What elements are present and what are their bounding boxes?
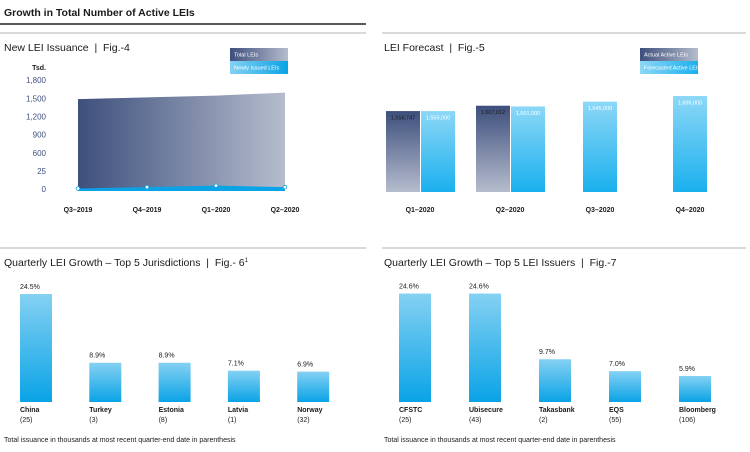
y-tick-label: 25 [37,167,46,176]
x-sublabel: (55) [609,417,621,424]
point [75,186,81,191]
chart-title: New LEI Issuance | Fig.-4 [4,42,130,54]
point [282,184,288,190]
y-axis-label: Tsd. [32,65,46,72]
value-label: 1,559,000 [426,115,450,121]
legend-swatch [640,48,698,61]
x-tick-label: EQS [609,407,624,414]
x-sublabel: (32) [297,417,309,424]
bar [476,105,510,192]
x-sublabel: (25) [399,417,411,424]
bar [609,371,641,402]
legend-label: Newly Issued LEIs [234,65,279,71]
value-label: 1,645,000 [588,106,612,112]
footnote: Total issuance in thousands at most rece… [384,437,616,444]
bar [89,362,122,402]
y-tick-label: 600 [33,149,47,158]
bar [297,371,330,402]
y-tick-label: 0 [42,185,47,194]
x-sublabel: (8) [159,417,168,424]
y-tick-label: 1,500 [26,94,47,103]
x-tick-label: Q1–2020 [406,207,435,214]
value-label: 24.6% [469,283,489,290]
bar [469,293,501,402]
y-tick-label: 1,800 [26,76,47,85]
x-sublabel: (106) [679,417,695,424]
value-label: 24.5% [20,284,40,291]
legend-label: Forecasted Active LEIs [644,65,700,71]
title-superscript: 1 [245,258,249,264]
bar [673,96,707,192]
chart-title: Quarterly LEI Growth – Top 5 LEI Issuers… [384,257,617,269]
x-tick-label: Bloomberg [679,407,716,414]
bar [679,375,711,402]
value-label: 5.9% [679,366,695,373]
point [213,183,219,188]
value-label: 1,558,747 [391,116,415,122]
x-sublabel: (1) [228,417,237,424]
legend-swatch [230,48,288,61]
value-label: 7.0% [609,361,625,368]
chart-title: LEI Forecast | Fig.-5 [384,42,485,54]
bar [539,359,571,402]
y-tick-label: 1,200 [26,112,47,121]
legend-swatch [230,61,288,74]
legend-label: Total LEIs [234,52,258,58]
x-sublabel: (2) [539,417,548,424]
x-tick-label: Ubisecure [469,407,503,414]
bar [227,370,260,402]
bar [158,362,191,402]
x-tick-label: Latvia [228,407,248,414]
legend-label: Actual Active LEIs [644,52,688,58]
value-label: 9.7% [539,349,555,356]
x-tick-label: Q1–2020 [202,207,231,214]
value-label: 24.6% [399,283,419,290]
value-label: 7.1% [228,361,244,368]
x-tick-label: China [20,407,40,414]
x-tick-label: Q4–2020 [676,207,705,214]
x-sublabel: (3) [89,417,98,424]
bar [511,106,545,192]
x-tick-label: Q2–2020 [496,207,525,214]
x-tick-label: Turkey [89,407,112,414]
x-tick-label: Q2–2020 [271,207,300,214]
x-tick-label: Q4–2019 [133,207,162,214]
value-label: 1,696,000 [678,100,702,106]
x-tick-label: Q3–2019 [64,207,93,214]
bar [583,101,617,192]
chart-title: Quarterly LEI Growth – Top 5 Jurisdictio… [4,257,249,269]
bar [20,294,52,402]
point [144,184,150,190]
value-label: 8.9% [89,353,105,360]
x-tick-label: Q3–2020 [586,207,615,214]
bar [386,111,420,192]
x-sublabel: (43) [469,417,481,424]
value-label: 6.9% [297,361,313,368]
page-title: Growth in Total Number of Active LEIs [4,7,195,19]
x-tick-label: Estonia [159,407,184,414]
area [78,92,285,191]
x-tick-label: Norway [297,407,322,414]
value-label: 8.9% [159,353,175,360]
footnote: Total issuance in thousands at most rece… [4,437,236,444]
x-tick-label: Takasbank [539,407,575,414]
x-sublabel: (25) [20,417,32,424]
x-tick-label: CFSTC [399,407,422,414]
y-tick-label: 900 [33,131,47,140]
bar [399,293,431,402]
legend-swatch [640,61,698,74]
value-label: 1,601,000 [516,111,540,117]
value-label: 1,607,612 [481,110,505,116]
area [78,185,285,191]
bar [421,111,455,192]
